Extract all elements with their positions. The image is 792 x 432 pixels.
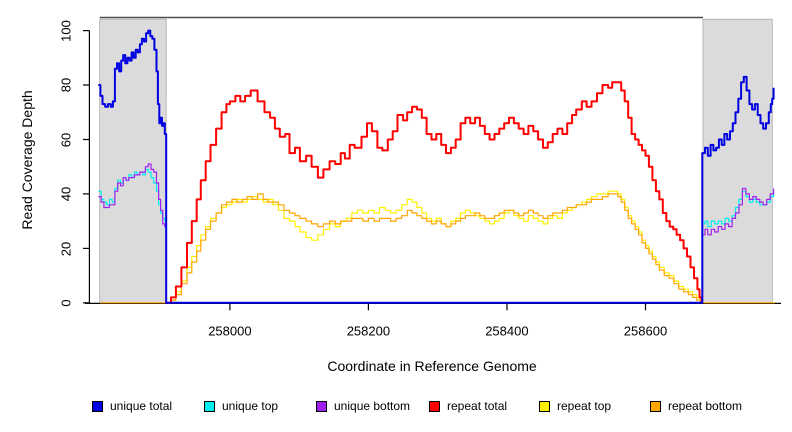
y-tick-label-20: 20 [58, 241, 74, 256]
legend-swatch-repeat-bottom [650, 400, 661, 412]
y-tick-label-40: 40 [58, 186, 74, 202]
legend-swatch-unique-bottom [316, 400, 327, 412]
legend-item-repeat-bottom: repeat bottom [650, 399, 742, 413]
series-line-repeat-total [166, 81, 703, 304]
x-axis-title: Coordinate in Reference Genome [327, 358, 537, 374]
shaded-region-left [99, 18, 167, 304]
legend-label-repeat-bottom: repeat bottom [668, 399, 743, 413]
legend-item-repeat-top: repeat top [539, 399, 611, 413]
legend-label-repeat-top: repeat top [557, 399, 612, 413]
legend-item-repeat-total: repeat total [429, 399, 507, 413]
x-tick-label-258600: 258600 [623, 323, 668, 339]
series-line-unique-top [98, 168, 775, 304]
series-line-unique-bottom [98, 163, 775, 304]
legend-item-unique-top: unique top [204, 399, 278, 413]
legend-label-unique-bottom: unique bottom [334, 399, 411, 413]
y-axis-title: Read Coverage Depth [19, 90, 35, 230]
legend-swatch-repeat-total [429, 400, 440, 412]
series-line-unique-total [98, 29, 775, 304]
y-tick-label-80: 80 [58, 77, 74, 93]
legend-label-repeat-total: repeat total [447, 399, 508, 413]
y-tick-label-0: 0 [58, 299, 74, 307]
legend-label-unique-top: unique top [222, 399, 279, 413]
y-tick-label-60: 60 [58, 132, 74, 147]
legend-swatch-repeat-top [539, 400, 550, 412]
series-line-repeat-bottom [99, 193, 775, 304]
x-tick-label-258000: 258000 [208, 323, 252, 339]
x-tick-label-258200: 258200 [346, 323, 391, 339]
y-tick-label-100: 100 [58, 19, 74, 42]
x-tick-label-258400: 258400 [485, 323, 529, 339]
legend-swatch-unique-top [204, 400, 215, 412]
legend-swatch-unique-total [92, 400, 103, 412]
shaded-region-right [702, 18, 773, 304]
legend-item-unique-total: unique total [92, 399, 172, 413]
series-line-repeat-top [166, 190, 702, 304]
legend-item-unique-bottom: unique bottom [316, 399, 410, 413]
legend-label-unique-total: unique total [110, 399, 173, 413]
